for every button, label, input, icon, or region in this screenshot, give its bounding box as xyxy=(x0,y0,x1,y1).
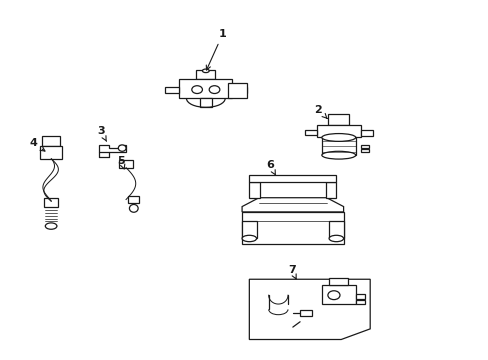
Bar xyxy=(360,149,368,152)
Bar xyxy=(119,160,133,168)
Bar xyxy=(360,130,372,136)
Bar xyxy=(360,145,368,148)
Bar xyxy=(249,175,336,182)
Bar xyxy=(200,99,211,107)
Bar xyxy=(300,310,311,316)
Bar xyxy=(355,300,365,304)
Bar xyxy=(42,136,60,146)
Ellipse shape xyxy=(118,145,126,151)
Ellipse shape xyxy=(242,235,256,242)
Bar xyxy=(305,130,316,135)
Bar xyxy=(327,114,349,125)
Bar xyxy=(242,221,256,238)
Text: 6: 6 xyxy=(265,160,275,175)
Bar xyxy=(227,82,246,99)
Ellipse shape xyxy=(45,223,57,229)
Text: 1: 1 xyxy=(206,29,226,70)
Ellipse shape xyxy=(321,151,355,159)
Bar xyxy=(328,221,343,238)
Ellipse shape xyxy=(202,69,209,73)
Text: 3: 3 xyxy=(97,126,106,141)
Text: 2: 2 xyxy=(314,105,326,118)
Ellipse shape xyxy=(129,204,138,212)
Ellipse shape xyxy=(328,235,343,242)
Bar xyxy=(249,182,260,198)
Ellipse shape xyxy=(191,86,202,94)
Bar xyxy=(328,278,348,284)
Ellipse shape xyxy=(209,86,220,94)
Text: 7: 7 xyxy=(287,265,296,279)
Bar xyxy=(196,70,215,79)
Polygon shape xyxy=(242,198,343,212)
Bar xyxy=(164,87,179,93)
Bar xyxy=(179,79,232,99)
Polygon shape xyxy=(249,279,369,339)
Text: 5: 5 xyxy=(117,156,125,169)
Ellipse shape xyxy=(321,134,355,141)
Text: 4: 4 xyxy=(29,138,45,151)
Polygon shape xyxy=(99,145,126,152)
Ellipse shape xyxy=(327,291,339,300)
Bar xyxy=(321,138,355,155)
Bar xyxy=(41,146,61,159)
Bar xyxy=(355,294,365,299)
Bar xyxy=(325,182,336,198)
Bar xyxy=(232,87,246,93)
Bar xyxy=(321,284,355,304)
Bar xyxy=(44,198,58,207)
Bar xyxy=(316,125,360,138)
Bar xyxy=(242,212,343,244)
Bar xyxy=(128,196,139,203)
